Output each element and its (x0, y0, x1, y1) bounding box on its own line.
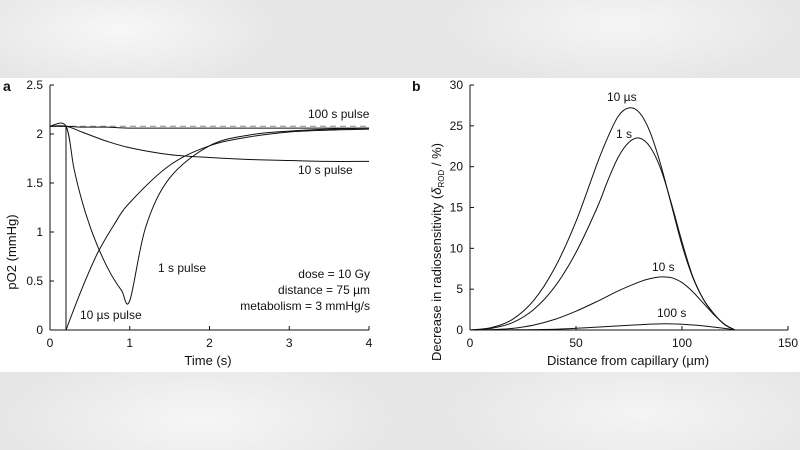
panel-b-plot: 0 50 100 150 0 5 10 15 20 25 30 (450, 78, 799, 350)
panel-b-x-tick-label: 100 (672, 336, 692, 350)
panel-b-series-line (469, 137, 736, 331)
label-100s: 100 s (657, 306, 686, 320)
panel-a-y-tick-label: 2.5 (26, 78, 43, 92)
label-1s-pulse: 1 s pulse (158, 261, 206, 275)
panel-a-series-line (49, 122, 370, 305)
panel-b-ylabel-prefix: Decrease in radiosensitivity ( (429, 194, 444, 361)
panel-b-label: b (412, 78, 421, 94)
panel-b-x-tick-label: 150 (778, 336, 798, 350)
panel-a-series-line (49, 125, 370, 162)
panel-a-label: a (3, 78, 11, 94)
panel-b-series-line (469, 107, 736, 331)
panel-b-series-line (469, 323, 736, 331)
panel-b-y-tick-label: 0 (456, 323, 463, 337)
panel-b-ylabel-suffix: / %) (429, 143, 444, 170)
label-10us: 10 µs (607, 90, 637, 104)
panel-a-y-tick-label: 1.5 (26, 176, 43, 190)
panel-b-xlabel: Distance from capillary (µm) (547, 353, 709, 368)
panel-b-y-tick-label: 10 (450, 241, 464, 255)
panel-a-xlabel: Time (s) (184, 353, 231, 368)
panel-a-y-tick-label: 2 (36, 127, 43, 141)
label-10us-pulse: 10 µs pulse (80, 308, 142, 322)
panel-a-series-line (50, 125, 370, 331)
annotation-dose: dose = 10 Gy (298, 267, 370, 281)
annotation-metabolism: metabolism = 3 mmHg/s (240, 299, 370, 313)
panel-a-y-tick-label: 0.5 (26, 274, 43, 288)
panel-b-y-tick-label: 15 (450, 201, 464, 215)
label-10s-pulse: 10 s pulse (298, 163, 353, 177)
panel-b-ylabel-subscript: ROD (437, 170, 446, 188)
panel-a-x-tick-label: 1 (126, 336, 133, 350)
panel-b-ylabel: Decrease in radiosensitivity (δROD / %) (429, 143, 446, 361)
label-10s: 10 s (652, 260, 675, 274)
panel-b-y-tick-label: 5 (456, 282, 463, 296)
panel-a-x-tick-label: 2 (206, 336, 213, 350)
annotation-distance: distance = 75 µm (278, 283, 370, 297)
label-100s-pulse: 100 s pulse (308, 107, 370, 121)
panel-a-y-tick-label: 0 (36, 323, 43, 337)
panel-a-plot: 0 1 2 3 4 0 0.5 1 1.5 2 2.5 (26, 78, 372, 350)
panel-b-x-tick-label: 0 (467, 336, 474, 350)
panel-b-y-tick-label: 25 (450, 119, 464, 133)
panel-b-x-tick-label: 50 (569, 336, 583, 350)
figure-canvas: a pO2 (mmHg) Time (s) dose = 10 Gy dista… (3, 78, 799, 368)
panel-a-x-tick-label: 0 (47, 336, 54, 350)
panel-b-y-tick-label: 30 (450, 78, 464, 92)
panel-b-series-line (469, 276, 736, 331)
panel-a-y-tick-label: 1 (36, 225, 43, 239)
panel-b-ylabel-symbol: δ (429, 187, 444, 195)
panel-a-x-tick-label: 4 (366, 336, 373, 350)
panel-a-ylabel: pO2 (mmHg) (4, 214, 19, 289)
label-1s: 1 s (616, 127, 632, 141)
panel-a-x-tick-label: 3 (286, 336, 293, 350)
panel-b-y-tick-label: 20 (450, 160, 464, 174)
figure: a pO2 (mmHg) Time (s) dose = 10 Gy dista… (0, 78, 800, 372)
panel-a-series-line (49, 125, 369, 129)
